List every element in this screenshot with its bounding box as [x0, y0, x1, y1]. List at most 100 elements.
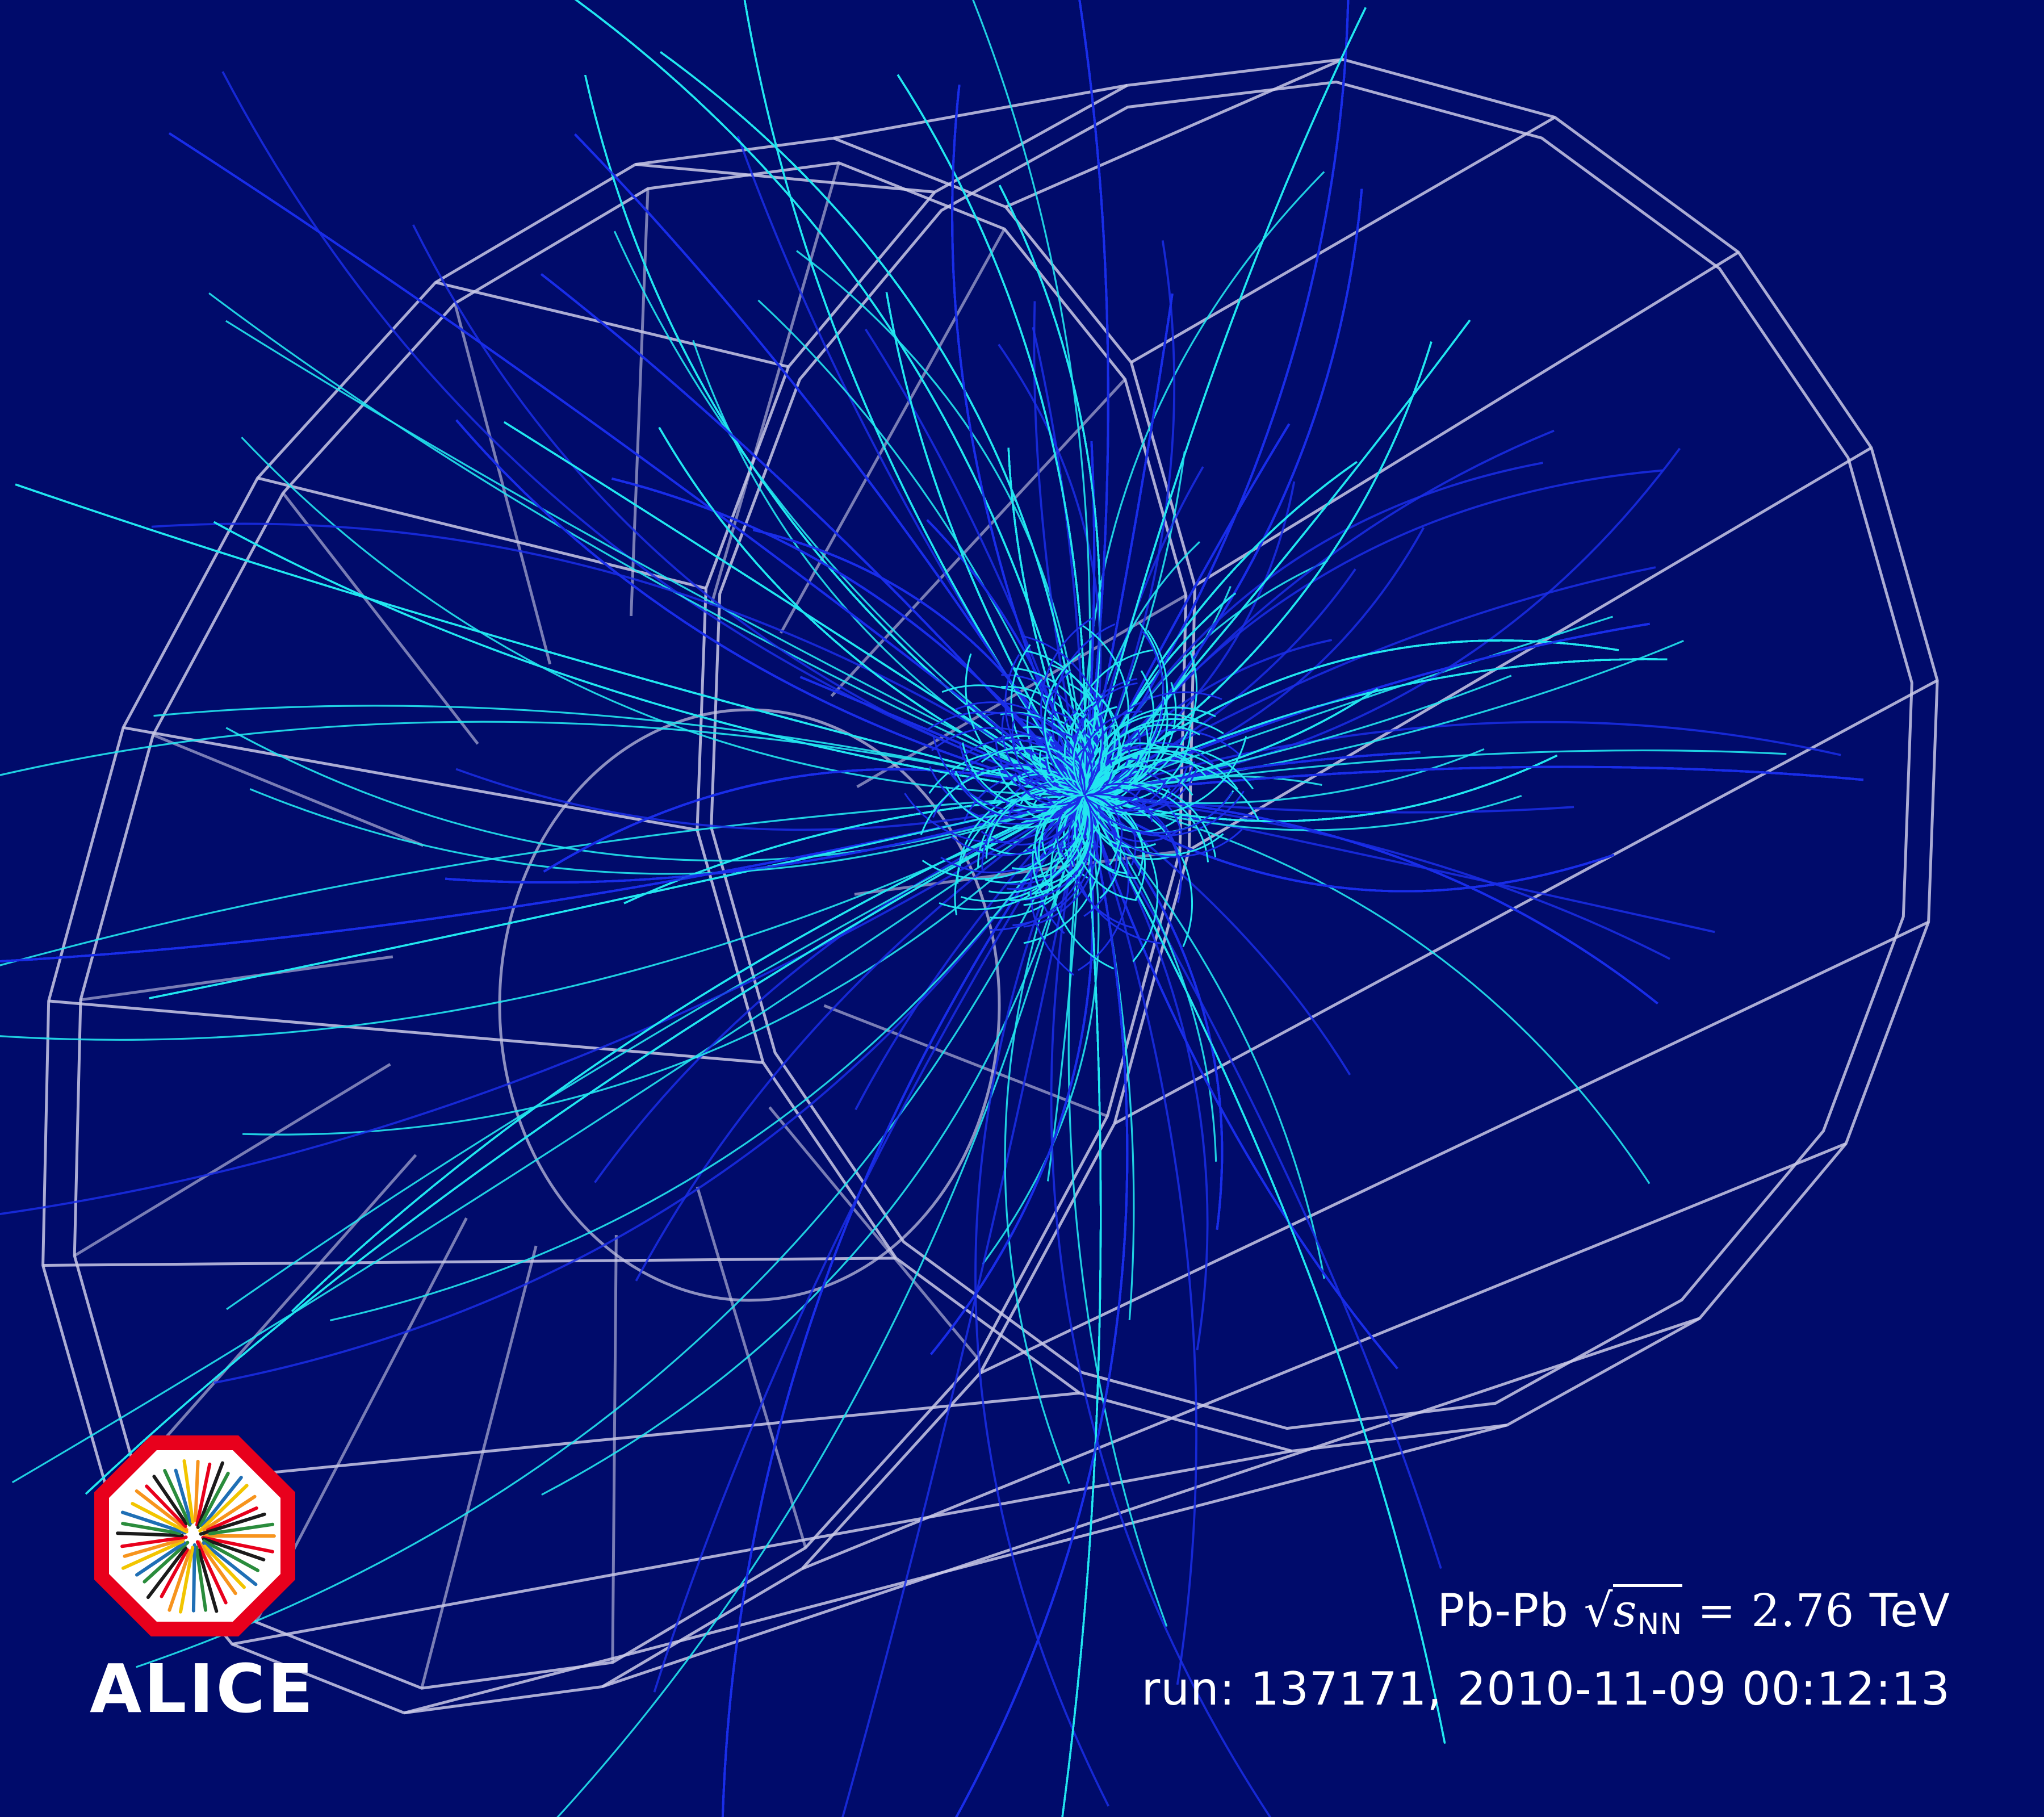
particle-track: [86, 795, 1084, 1494]
particle-track: [1084, 0, 1348, 795]
particle-track: [722, 795, 1084, 1817]
particle-track: [86, 795, 1084, 1494]
particle-track: [1084, 7, 1366, 795]
particle-track: [722, 795, 1084, 1817]
particle-track: [1084, 0, 1348, 795]
particle-track: [86, 795, 1084, 1494]
particle-track: [1084, 0, 1348, 795]
particle-track: [0, 795, 1084, 964]
s-symbol: s: [1613, 1584, 1637, 1637]
particle-track: [0, 795, 1084, 964]
particle-track: [86, 795, 1084, 1494]
particle-track: [0, 795, 1084, 964]
particle-track: [1084, 7, 1366, 795]
wireframe-spoke: [422, 1246, 536, 1688]
particle-track: [1084, 7, 1366, 795]
particle-track: [0, 795, 1084, 964]
particle-track: [1084, 0, 1348, 795]
particle-track: [722, 795, 1084, 1817]
particle-track: [1084, 7, 1366, 795]
particle-track: [722, 795, 1084, 1817]
particle-track: [722, 795, 1084, 1817]
particle-track: [86, 795, 1084, 1494]
particle-track: [1084, 7, 1366, 795]
particle-track: [1084, 7, 1366, 795]
particle-track: [0, 795, 1084, 964]
particle-track: [0, 795, 1084, 964]
wireframe-edge: [1115, 680, 1937, 1123]
particle-track: [1005, 795, 1084, 1484]
particle-track: [1084, 7, 1366, 795]
wireframe-edge: [1131, 118, 1555, 363]
particle-track: [86, 795, 1084, 1494]
particle-track: [86, 795, 1084, 1494]
particle-track: [1084, 0, 1348, 795]
particle-track: [86, 795, 1084, 1494]
particle-track: [86, 795, 1084, 1494]
particle-track: [0, 795, 1084, 964]
particle-track: [86, 795, 1084, 1494]
particle-track: [1084, 0, 1348, 795]
particle-track: [1084, 795, 1324, 1279]
wireframe-spoke: [769, 1107, 977, 1358]
particle-track: [0, 795, 1084, 964]
logo-wordmark: ALICE: [90, 1649, 300, 1728]
energy-value: = 2.76: [1698, 1584, 1855, 1637]
particle-track: [0, 795, 1084, 964]
particle-track: [1084, 0, 1348, 795]
particle-track: [1084, 7, 1366, 795]
particle-track: [1084, 0, 1348, 795]
particle-track: [86, 795, 1084, 1494]
particle-track: [86, 795, 1084, 1494]
particle-track: [86, 795, 1084, 1494]
energy-unit: TeV: [1870, 1584, 1950, 1637]
sqrt-symbol: √: [1584, 1584, 1613, 1637]
particle-track: [1084, 0, 1348, 795]
particle-track: [242, 795, 1084, 1134]
particle-track: [1084, 7, 1366, 795]
particle-track: [1084, 7, 1366, 795]
particle-track: [1084, 7, 1366, 795]
wireframe-spoke: [613, 1235, 616, 1663]
particle-track: [1084, 7, 1366, 795]
particle-track: [722, 795, 1084, 1817]
particle-track: [226, 321, 1084, 795]
particle-track: [86, 795, 1084, 1494]
particle-track: [1084, 7, 1366, 795]
particle-track: [1084, 0, 1348, 795]
particle-track: [1084, 0, 1348, 795]
particle-track: [1084, 0, 1348, 795]
particle-track: [154, 706, 1085, 795]
particle-track: [1084, 7, 1366, 795]
particle-track: [0, 795, 1084, 964]
logo-ray: [194, 1545, 195, 1611]
particle-track: [1084, 7, 1366, 795]
wireframe-edge: [43, 1258, 896, 1266]
particle-track: [722, 795, 1084, 1817]
particle-track: [0, 795, 1084, 964]
particle-track: [86, 795, 1084, 1494]
particle-track: [0, 795, 1084, 964]
particle-track: [1084, 0, 1348, 795]
particle-track: [0, 795, 1084, 964]
particle-track: [722, 795, 1084, 1817]
particle-track: [722, 795, 1084, 1817]
particle-track: [1084, 0, 1348, 795]
particle-track: [1084, 0, 1348, 795]
particle-track: [1084, 7, 1366, 795]
particle-track: [1084, 0, 1348, 795]
particle-track: [1084, 7, 1366, 795]
particle-track: [1084, 0, 1348, 795]
particle-track: [722, 795, 1084, 1817]
wireframe-edge: [1006, 60, 1342, 207]
alice-logo: ALICE: [90, 1431, 300, 1732]
particle-track: [1084, 7, 1366, 795]
particle-track: [1084, 7, 1366, 795]
particle-track: [1084, 0, 1348, 795]
particle-track: [1084, 0, 1348, 795]
particle-track: [1084, 7, 1366, 795]
particle-track: [1084, 0, 1348, 795]
wireframe-spoke: [135, 1155, 416, 1472]
particle-track: [722, 795, 1084, 1817]
